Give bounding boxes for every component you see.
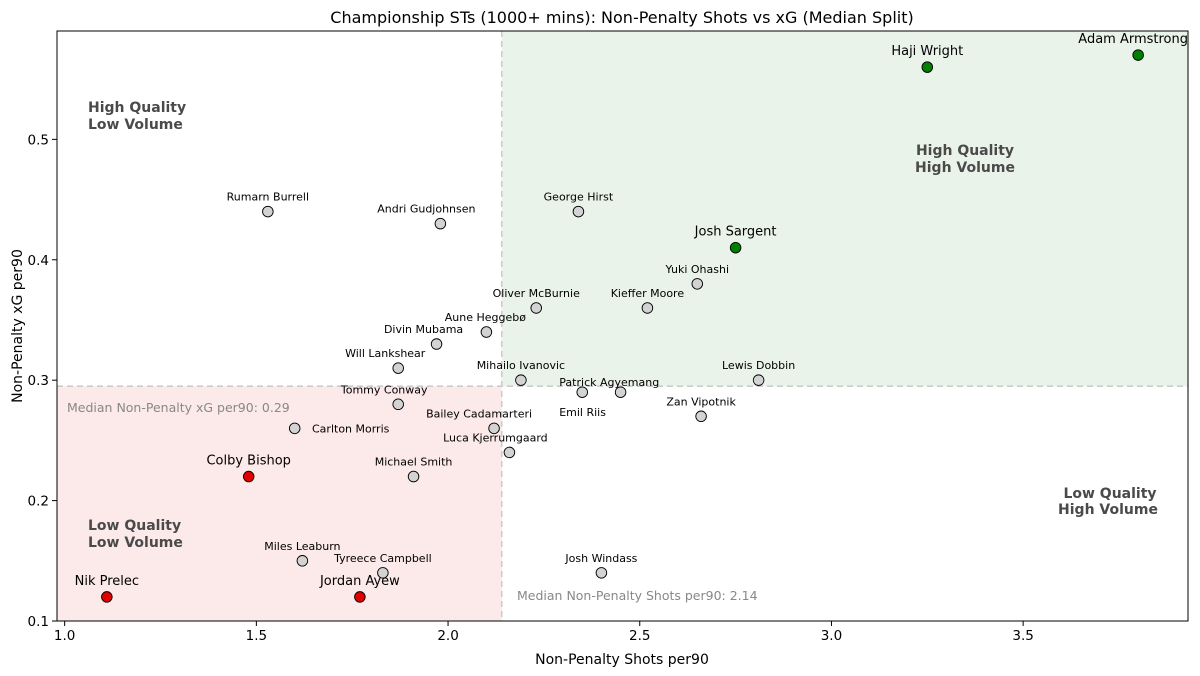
quad-bottom-right-line1: Low Quality [1063, 486, 1156, 502]
point-label-adam-armstrong: Adam Armstrong [1078, 32, 1188, 47]
point-zan-vipotnik [695, 410, 707, 423]
x-axis-label: Non-Penalty Shots per90 [535, 652, 709, 668]
x-tick-label: 1.0 [54, 628, 75, 644]
point-haji-wright [921, 61, 934, 73]
point-jordan-ayew [354, 591, 366, 603]
quadrant-labels: High Quality Low Volume High Quality Hig… [88, 100, 1158, 551]
point-colby-bishop [242, 470, 255, 483]
y-tick-label: 0.3 [28, 373, 49, 389]
point-label-andri-gudjohnsen: Andri Gudjohnsen [377, 203, 475, 216]
point-label-aune-heggeb: Aune Heggebø [445, 311, 526, 324]
point-label-tyreece-campbell: Tyreece Campbell [333, 552, 432, 565]
x-axis: 1.0 1.5 2.0 2.5 3.0 3.5 [54, 621, 1034, 644]
quadrant-regions [57, 31, 1189, 621]
point-label-patrick-agyemang: Patrick Agyemang [559, 376, 659, 389]
point-miles-leaburn [296, 555, 309, 567]
point-label-bailey-cadamarteri: Bailey Cadamarteri [426, 407, 532, 420]
point-label-colby-bishop: Colby Bishop [206, 454, 290, 469]
point-label-luca-kjerrumgaard: Luca Kjerrumgaard [443, 431, 548, 444]
point-label-lewis-dobbin: Lewis Dobbin [722, 359, 795, 372]
point-will-lankshear [392, 362, 404, 374]
point-emil-riis [614, 386, 627, 398]
point-labels: Haji Wright Adam Armstrong Josh Sargent Col… [75, 32, 1188, 589]
quad-bottom-left-line1: Low Quality [88, 518, 181, 534]
point-label-kieffer-moore: Kieffer Moore [611, 287, 685, 300]
median-labels: Median Non-Penalty xG per90: 0.29 Median… [67, 400, 758, 603]
quad-top-right-line2: High Volume [915, 160, 1015, 176]
quad-top-left-line2: Low Volume [88, 117, 183, 133]
x-tick-label: 1.5 [246, 628, 267, 644]
y-tick-label: 0.5 [28, 132, 49, 148]
quad-top-right-line1: High Quality [916, 143, 1014, 159]
y-tick-label: 0.4 [28, 253, 49, 269]
point-josh-sargent [729, 241, 742, 254]
point-yuki-ohashi [691, 278, 704, 290]
point-luca-kjerrumgaard [503, 446, 516, 459]
point-label-divin-mubama: Divin Mubama [384, 323, 463, 336]
point-kieffer-moore [641, 302, 654, 314]
point-label-george-hirst: George Hirst [544, 191, 614, 204]
point-josh-windass [595, 567, 608, 579]
point-tommy-conway [392, 398, 404, 411]
point-aune-heggeb [480, 326, 493, 338]
point-divin-mubama [430, 338, 443, 350]
quad-bottom-right-line2: High Volume [1058, 502, 1158, 518]
point-label-oliver-mcburnie: Oliver McBurnie [493, 287, 580, 300]
point-oliver-mcburnie [530, 302, 542, 314]
x-tick-label: 3.5 [1012, 628, 1033, 644]
x-tick-label: 2.5 [629, 628, 650, 644]
point-label-josh-windass: Josh Windass [564, 552, 637, 565]
point-andri-gudjohnsen [434, 217, 447, 230]
point-label-josh-sargent: Josh Sargent [694, 225, 777, 240]
x-tick-label: 3.0 [821, 628, 842, 644]
point-patrick-agyemang [576, 386, 588, 398]
point-adam-armstrong [1132, 49, 1144, 61]
x-tick-label: 2.0 [437, 628, 458, 644]
point-michael-smith [407, 470, 420, 483]
point-label-rumarn-burrell: Rumarn Burrell [227, 191, 309, 204]
quad-top-left-line1: High Quality [88, 100, 186, 116]
point-label-miles-leaburn: Miles Leaburn [264, 540, 340, 553]
point-nik-prelec [101, 591, 113, 603]
chart-title: Championship STs (1000+ mins): Non-Penal… [330, 8, 913, 27]
point-george-hirst [572, 205, 585, 218]
point-label-yuki-ohashi: Yuki Ohashi [665, 263, 729, 276]
median-y-label: Median Non-Penalty xG per90: 0.29 [67, 400, 290, 415]
y-axis-label: Non-Penalty xG per90 [10, 249, 26, 403]
point-bailey-cadamarteri [488, 422, 500, 435]
point-label-will-lankshear: Will Lankshear [345, 347, 426, 360]
region-low-quality-low-volume [57, 386, 502, 621]
quad-bottom-left-line2: Low Volume [88, 535, 183, 551]
plot-frame [56, 30, 1189, 622]
y-tick-label: 0.2 [28, 494, 49, 510]
point-label-michael-smith: Michael Smith [375, 456, 453, 469]
y-axis: 0.1 0.2 0.3 0.4 0.5 [28, 132, 57, 630]
data-points [101, 49, 1144, 603]
point-label-carlton-morris: Carlton Morris [312, 422, 390, 435]
median-x-label: Median Non-Penalty Shots per90: 2.14 [517, 588, 758, 603]
point-label-zan-vipotnik: Zan Vipotnik [666, 395, 736, 408]
point-mihailo-ivanovic [515, 374, 527, 386]
median-lines [57, 31, 1188, 621]
point-label-tommy-conway: Tommy Conway [340, 383, 428, 396]
point-label-jordan-ayew: Jordan Ayew [319, 574, 400, 589]
point-label-nik-prelec: Nik Prelec [75, 574, 139, 589]
point-tyreece-campbell [377, 567, 389, 579]
region-high-quality-high-volume [501, 31, 1189, 387]
point-label-mihailo-ivanovic: Mihailo Ivanovic [477, 359, 565, 372]
point-label-emil-riis: Emil Riis [559, 406, 606, 419]
point-carlton-morris [288, 422, 301, 435]
point-label-haji-wright: Haji Wright [891, 44, 963, 59]
point-rumarn-burrell [262, 205, 274, 218]
point-lewis-dobbin [752, 374, 765, 386]
y-tick-label: 0.1 [28, 614, 49, 630]
